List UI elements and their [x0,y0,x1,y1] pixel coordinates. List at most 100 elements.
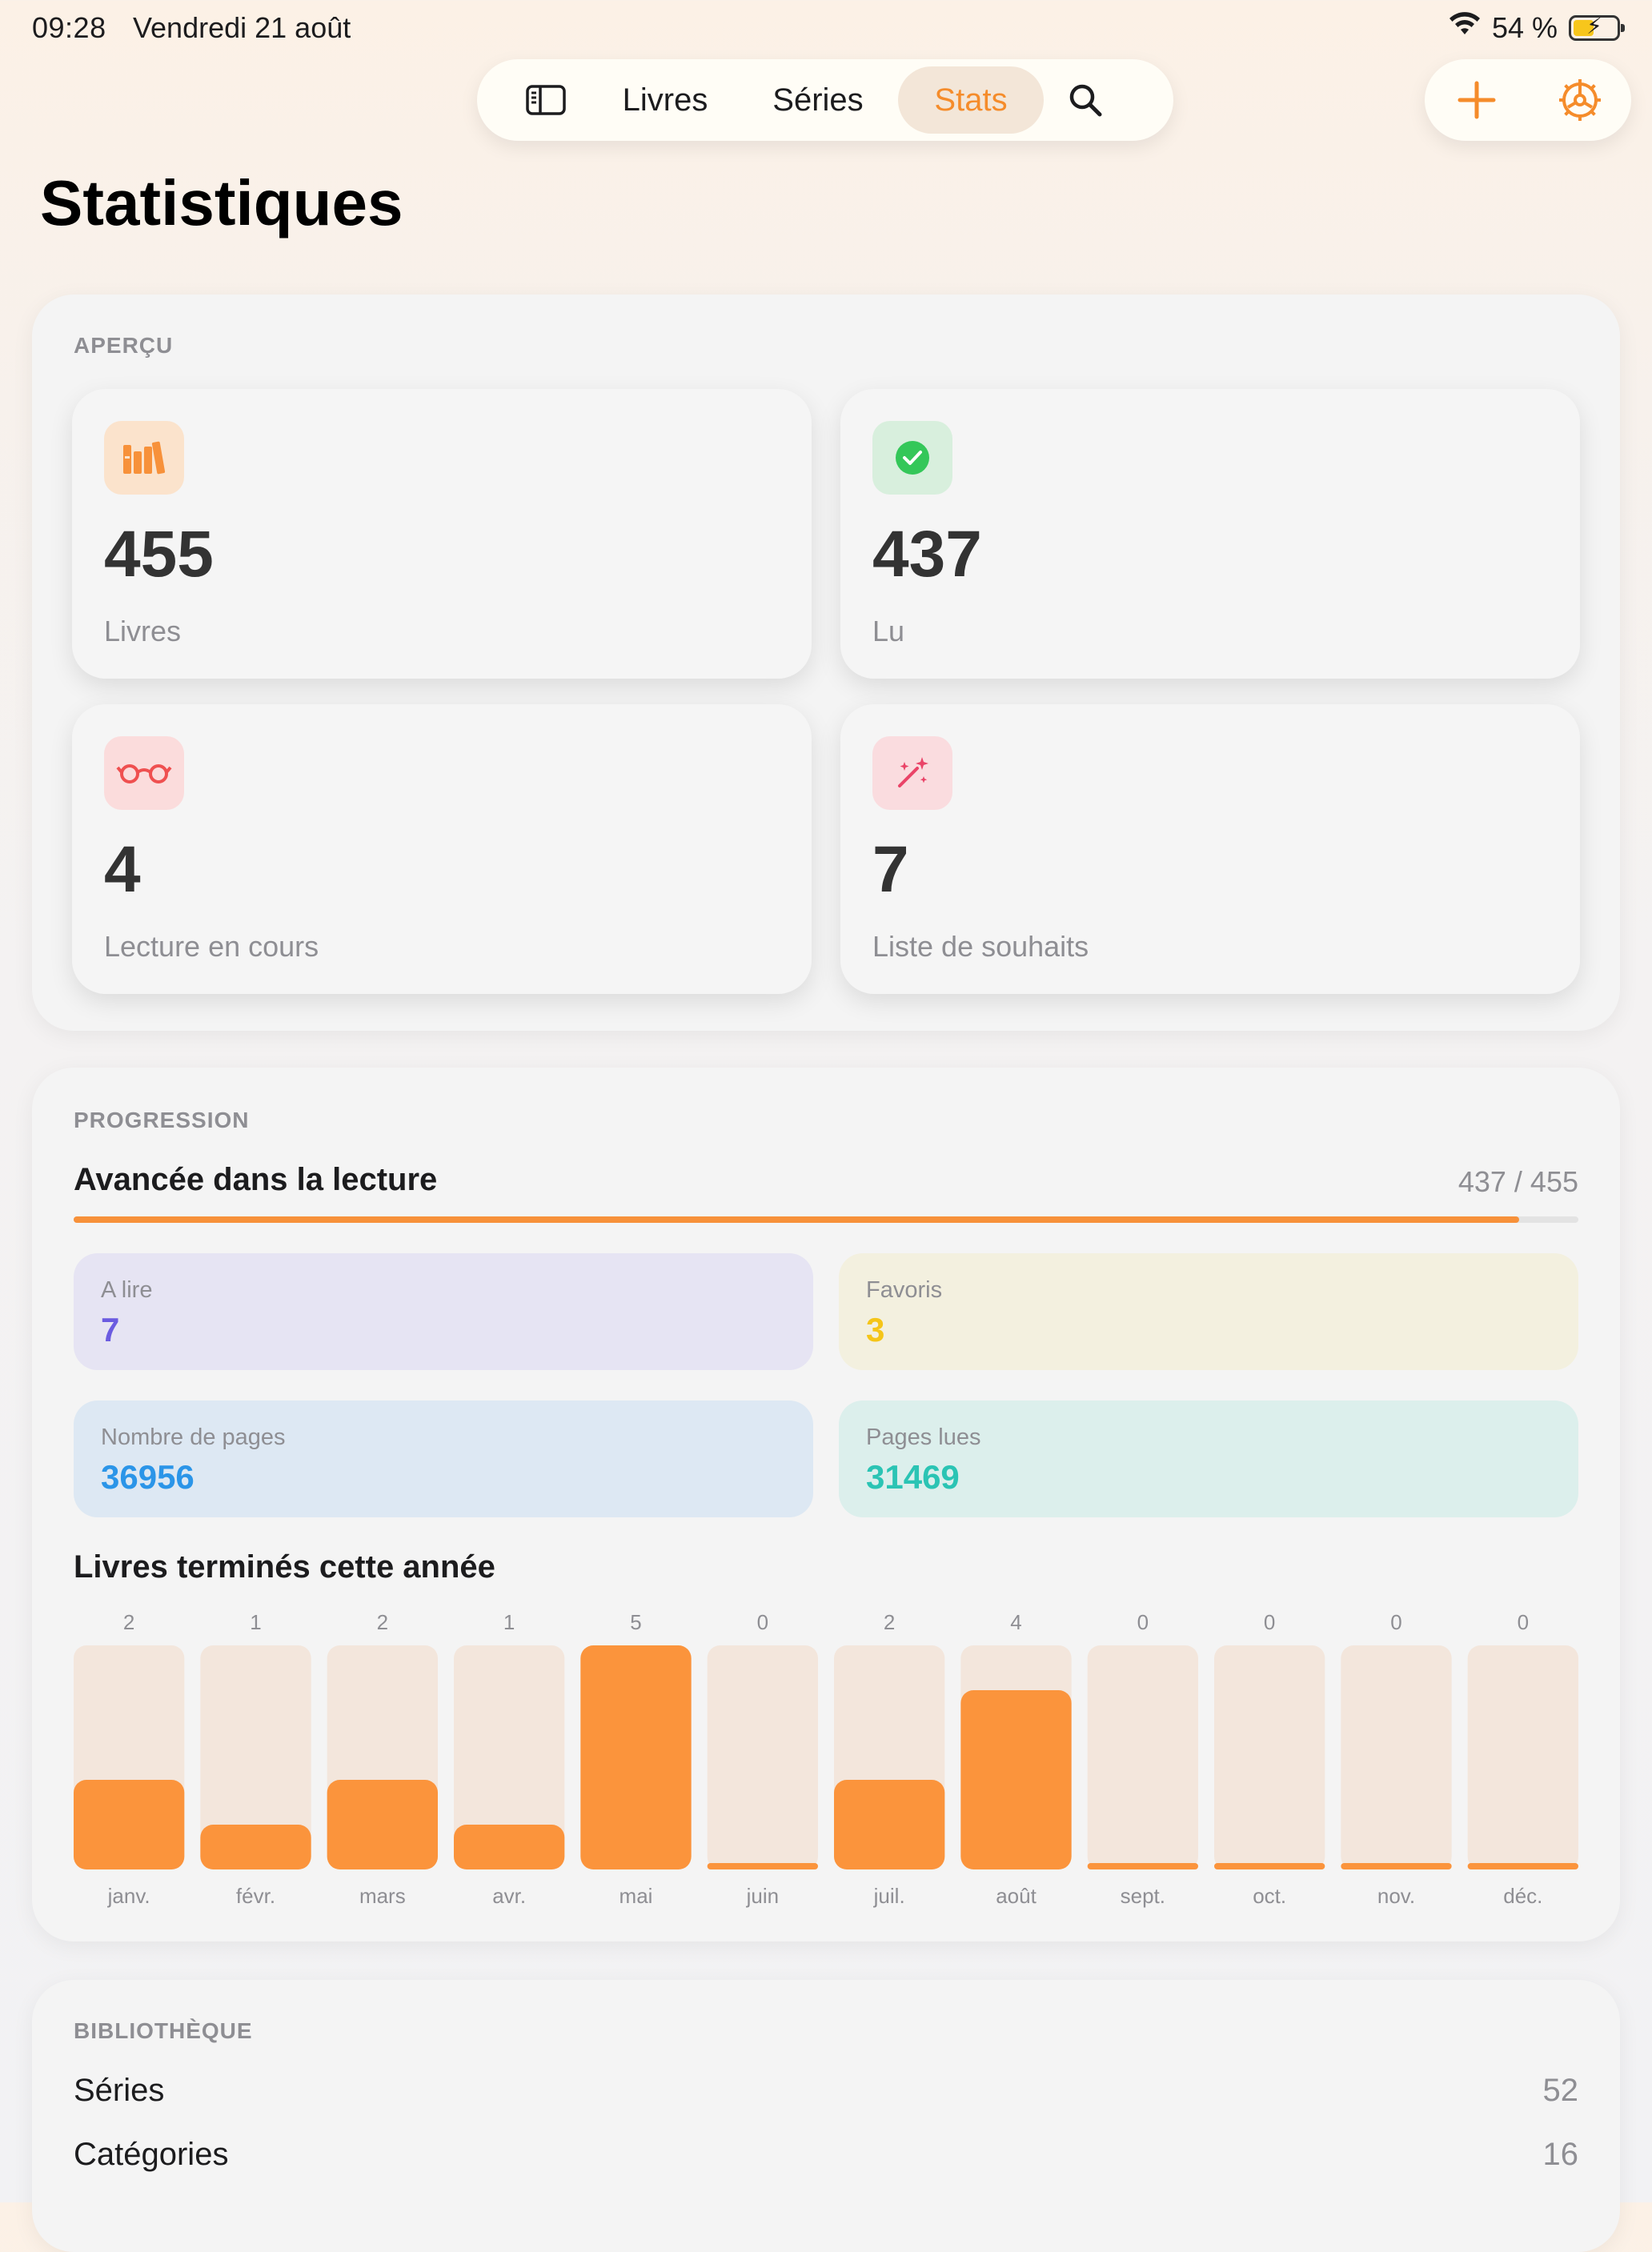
tile-icon-bg [104,736,184,810]
settings-button[interactable] [1543,63,1617,137]
bar-category-label: janv. [107,1884,150,1908]
bar-value-label: 2 [123,1610,134,1634]
bar-category-label: avr. [492,1884,526,1908]
stat-tile-reading[interactable]: 4 Lecture en cours [72,704,812,994]
status-date: Vendredi 21 août [133,11,351,44]
plus-icon [1458,81,1495,119]
bar-value-label: 0 [1137,1610,1149,1634]
progress-ratio: 437 / 455 [1458,1165,1578,1198]
tile-value: 36956 [101,1458,194,1496]
bar-category-label: mai [620,1884,653,1908]
bar-juil. [834,1780,945,1869]
gear-icon [1558,79,1601,121]
tile-value: 3 [866,1311,885,1348]
bar-value-label: 4 [1010,1610,1021,1634]
bar-category-label: nov. [1377,1884,1415,1908]
library-row-series-label[interactable]: Séries [74,2073,165,2108]
add-book-button[interactable] [1440,63,1514,137]
bar-track-1 [200,1645,311,1869]
battery-icon: ⚡ [1569,14,1625,41]
progress-bar-fill [74,1216,1519,1223]
top-navigation: Livres Séries Stats [477,59,1173,141]
bar-août [960,1690,1072,1869]
glasses-icon [116,764,172,783]
search-icon [1069,84,1102,117]
bar-category-label: févr. [236,1884,275,1908]
tile-label: Pages lues [866,1425,981,1450]
bar-track-3 [454,1645,565,1869]
wifi-icon [1449,11,1481,45]
bar-févr. [200,1825,311,1869]
tile-to-read[interactable]: A lire 7 [74,1253,813,1370]
tile-icon-bg [104,421,184,495]
bar-category-label: oct. [1253,1884,1286,1908]
bar-mai [580,1645,692,1869]
stat-value: 437 [872,518,982,591]
battery-level [1574,20,1594,36]
library-row-series-value: 52 [1542,2073,1579,2108]
bar-nov. [1341,1863,1452,1869]
magic-wand-icon [898,757,928,787]
tile-pages-read[interactable]: Pages lues 31469 [839,1400,1578,1517]
bar-value-label: 2 [377,1610,388,1634]
status-indicators: 54 % ⚡ [1449,11,1625,45]
bar-track-9 [1214,1645,1325,1869]
bar-category-label: juil. [873,1884,905,1908]
tile-page-count[interactable]: Nombre de pages 36956 [74,1400,813,1517]
bar-category-label: déc. [1503,1884,1542,1908]
bar-value-label: 1 [503,1610,515,1634]
stat-label: Lecture en cours [104,930,319,963]
tile-value: 7 [101,1311,120,1348]
tile-label: Nombre de pages [101,1425,286,1450]
bar-déc. [1467,1863,1578,1869]
bar-mars [327,1780,438,1869]
bar-category-label: mars [359,1884,406,1908]
section-label-overview: APERÇU [74,333,174,358]
bar-value-label: 5 [630,1610,641,1634]
bar-value-label: 0 [1390,1610,1401,1634]
stat-label: Lu [872,615,905,647]
tile-favorites[interactable]: Favoris 3 [839,1253,1578,1370]
bar-value-label: 0 [1518,1610,1529,1634]
bar-track-8 [1087,1645,1198,1869]
progress-title: Avancée dans la lecture [74,1162,438,1197]
bar-janv. [74,1780,185,1869]
bar-track-5 [707,1645,818,1869]
bar-value-label: 0 [757,1610,768,1634]
tile-icon-bg [872,421,952,495]
bar-sept. [1087,1863,1198,1869]
battery-percent: 54 % [1491,11,1558,44]
bar-category-label: sept. [1121,1884,1165,1908]
stat-tile-books[interactable]: 455 Livres [72,389,812,679]
page-title: Statistiques [40,167,403,238]
library-card [32,1980,1620,2252]
sidebar-icon [526,85,566,115]
bar-oct. [1214,1863,1325,1869]
stat-label: Livres [104,615,182,647]
bar-category-label: juin [746,1884,779,1908]
bar-juin [707,1863,818,1869]
monthly-finished-chart: 2 janv. 1 févr. 2 mars 1 avr. 5 mai 0 juin 2 juil. 4 ao… [74,1610,1578,1908]
stat-tile-read[interactable]: 437 Lu [840,389,1580,679]
sidebar-toggle-button[interactable] [509,63,583,137]
bar-avr. [454,1825,565,1869]
tile-label: Favoris [866,1277,943,1303]
tab-series[interactable]: Séries [772,82,864,118]
library-row-categories-label[interactable]: Catégories [74,2137,229,2172]
stat-value: 455 [104,518,214,591]
tile-value: 31469 [866,1458,960,1496]
progress-bar [74,1216,1578,1223]
tab-livres[interactable]: Livres [622,82,708,118]
tab-stats[interactable]: Stats [898,66,1044,134]
bar-category-label: août [996,1884,1037,1908]
bar-value-label: 1 [250,1610,261,1634]
bar-value-label: 2 [884,1610,895,1634]
search-button[interactable] [1049,63,1122,137]
stat-tile-wishlist[interactable]: 7 Liste de souhaits [840,704,1580,994]
section-label-progression: PROGRESSION [74,1108,250,1132]
bar-track-11 [1467,1645,1578,1869]
bar-value-label: 0 [1264,1610,1275,1634]
stat-value: 4 [104,833,141,906]
chart-title: Livres terminés cette année [74,1549,495,1585]
bar-track-10 [1341,1645,1452,1869]
